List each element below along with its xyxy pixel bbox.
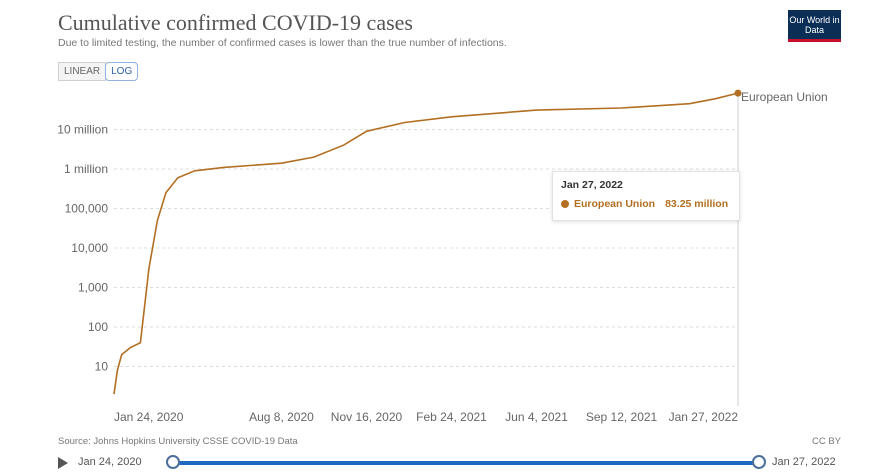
y-tick-label: 1 million	[64, 162, 108, 176]
chart-subtitle: Due to limited testing, the number of co…	[58, 37, 507, 49]
x-axis-ticks: Jan 24, 2020 Aug 8, 2020 Nov 16, 2020 Feb 2…	[114, 410, 738, 424]
x-tick-label: Jun 4, 2021	[505, 410, 568, 424]
source-note[interactable]: Source: Johns Hopkins University CSSE CO…	[58, 436, 298, 447]
timeline: Jan 24, 2020 Jan 27, 2022	[58, 453, 843, 471]
timeline-start-handle[interactable]	[166, 455, 180, 469]
owid-logo[interactable]: Our World in Data	[788, 10, 841, 42]
x-tick-label: Aug 8, 2020	[249, 410, 314, 424]
x-tick-label: Jan 27, 2022	[669, 410, 739, 424]
timeline-end-label: Jan 27, 2022	[772, 456, 836, 468]
x-tick-label: Feb 24, 2021	[416, 410, 487, 424]
play-icon[interactable]	[58, 457, 68, 469]
series-label-european-union: European Union	[741, 90, 828, 104]
y-tick-label: 100	[88, 320, 108, 334]
tooltip-date: Jan 27, 2022	[561, 179, 623, 191]
timeline-end-handle[interactable]	[752, 455, 766, 469]
y-tick-label: 10	[95, 360, 109, 374]
y-tick-label: 1,000	[78, 281, 108, 295]
x-tick-label: Jan 24, 2020	[114, 410, 184, 424]
license-link[interactable]: CC BY	[811, 436, 841, 447]
tooltip: Jan 27, 2022 European Union 83.25 millio…	[552, 171, 740, 221]
chart-title: Cumulative confirmed COVID-19 cases	[58, 10, 413, 35]
y-tick-label: 100,000	[65, 202, 109, 216]
tooltip-series-name: European Union	[574, 198, 656, 210]
log-scale-button[interactable]: LOG	[105, 62, 139, 81]
series-endpoint-european-union[interactable]	[734, 89, 742, 97]
linear-scale-button[interactable]: LINEAR	[58, 62, 107, 81]
tooltip-row: European Union 83.25 million	[561, 198, 728, 210]
series-line-european-union[interactable]	[113, 92, 739, 395]
scale-toggle: LINEAR LOG	[58, 62, 139, 81]
timeline-track[interactable]	[170, 461, 758, 465]
series-color-dot	[561, 200, 569, 208]
y-tick-label: 10,000	[71, 241, 108, 255]
y-axis-ticks: 10 100 1,000 10,000 100,000 1 million 10 milli…	[57, 123, 108, 374]
y-tick-label: 10 million	[57, 123, 108, 137]
timeline-start-label: Jan 24, 2020	[78, 456, 142, 468]
grid-lines	[114, 129, 738, 367]
tooltip-value: 83.25 million	[665, 198, 729, 210]
x-tick-label: Sep 12, 2021	[586, 410, 658, 424]
x-tick-label: Nov 16, 2020	[331, 410, 403, 424]
